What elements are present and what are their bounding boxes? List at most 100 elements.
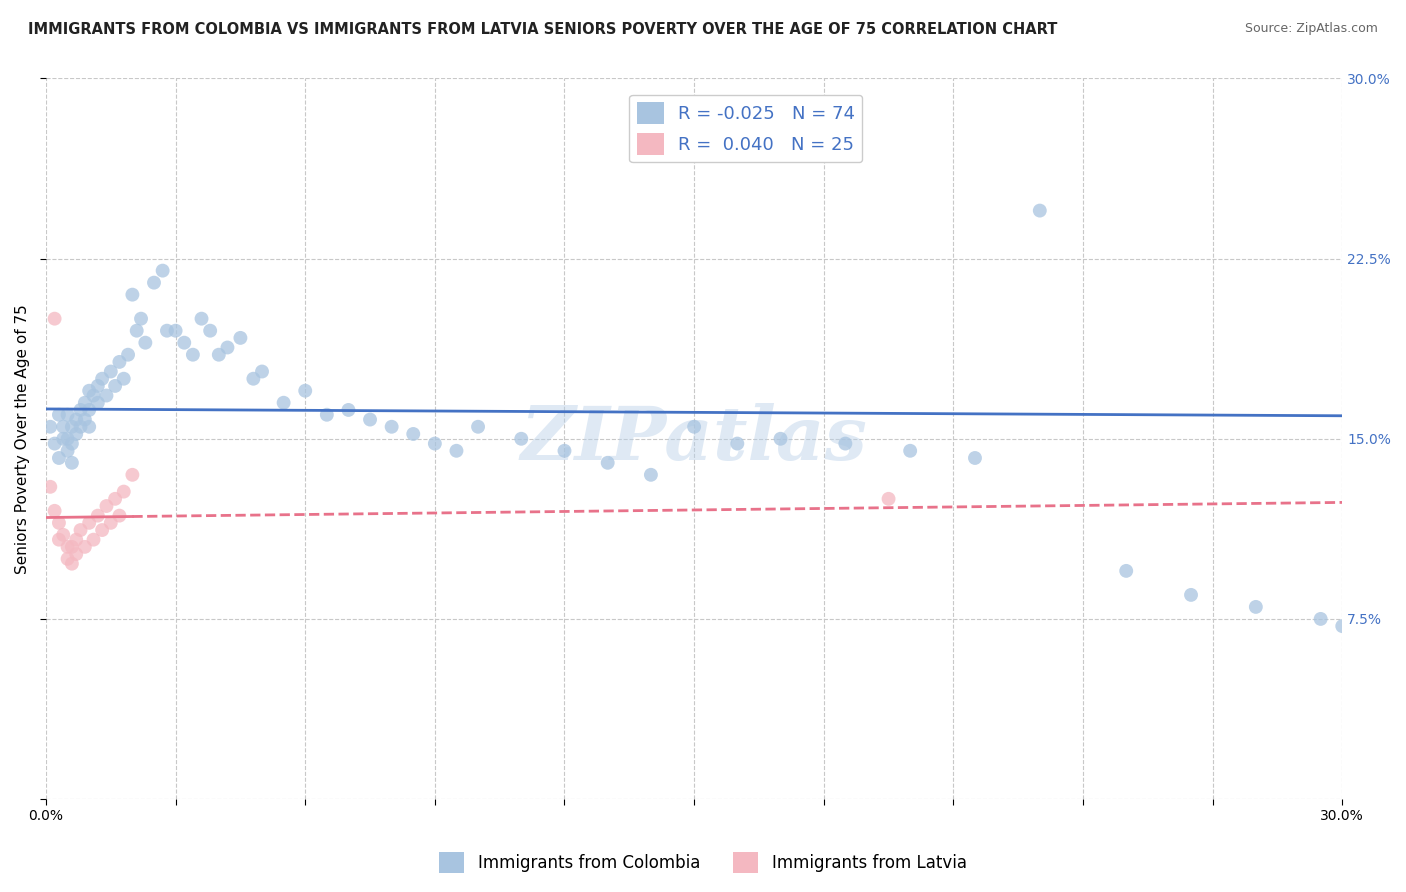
Point bbox=[48, 516, 70, 530]
Point bbox=[39, 480, 62, 494]
Point bbox=[96, 499, 118, 513]
Point bbox=[1244, 599, 1267, 614]
Point bbox=[65, 533, 87, 547]
Point bbox=[152, 263, 174, 277]
Point bbox=[83, 388, 105, 402]
Legend: Immigrants from Colombia, Immigrants from Latvia: Immigrants from Colombia, Immigrants fro… bbox=[433, 846, 973, 880]
Point bbox=[77, 516, 100, 530]
Point bbox=[143, 276, 166, 290]
Point bbox=[65, 412, 87, 426]
Point bbox=[112, 372, 135, 386]
Point bbox=[1115, 564, 1137, 578]
Point bbox=[77, 419, 100, 434]
Point bbox=[56, 432, 79, 446]
Point bbox=[446, 443, 468, 458]
Point bbox=[156, 324, 179, 338]
Point bbox=[104, 379, 127, 393]
Point bbox=[683, 419, 706, 434]
Point bbox=[121, 287, 143, 301]
Point bbox=[73, 412, 96, 426]
Text: IMMIGRANTS FROM COLOMBIA VS IMMIGRANTS FROM LATVIA SENIORS POVERTY OVER THE AGE : IMMIGRANTS FROM COLOMBIA VS IMMIGRANTS F… bbox=[28, 22, 1057, 37]
Point bbox=[48, 533, 70, 547]
Point bbox=[77, 384, 100, 398]
Point bbox=[100, 364, 122, 378]
Point bbox=[69, 403, 91, 417]
Point bbox=[273, 396, 295, 410]
Point bbox=[60, 419, 83, 434]
Point bbox=[60, 436, 83, 450]
Point bbox=[165, 324, 187, 338]
Point bbox=[217, 341, 239, 355]
Text: Source: ZipAtlas.com: Source: ZipAtlas.com bbox=[1244, 22, 1378, 36]
Point bbox=[73, 540, 96, 554]
Point bbox=[596, 456, 619, 470]
Point bbox=[65, 427, 87, 442]
Point bbox=[87, 379, 110, 393]
Text: ZIPatlas: ZIPatlas bbox=[520, 402, 868, 475]
Point bbox=[250, 364, 273, 378]
Point bbox=[834, 436, 856, 450]
Point bbox=[381, 419, 404, 434]
Point bbox=[1180, 588, 1202, 602]
Point bbox=[91, 523, 114, 537]
Point bbox=[56, 540, 79, 554]
Legend: R = -0.025   N = 74, R =  0.040   N = 25: R = -0.025 N = 74, R = 0.040 N = 25 bbox=[630, 95, 862, 162]
Point bbox=[87, 508, 110, 523]
Point bbox=[423, 436, 446, 450]
Point bbox=[60, 456, 83, 470]
Point bbox=[402, 427, 425, 442]
Point bbox=[125, 324, 148, 338]
Point bbox=[1331, 619, 1354, 633]
Point bbox=[198, 324, 221, 338]
Point bbox=[56, 552, 79, 566]
Point bbox=[121, 467, 143, 482]
Point bbox=[56, 443, 79, 458]
Point bbox=[104, 491, 127, 506]
Point bbox=[208, 348, 231, 362]
Point bbox=[190, 311, 212, 326]
Point bbox=[65, 547, 87, 561]
Point bbox=[877, 491, 900, 506]
Point bbox=[83, 533, 105, 547]
Point bbox=[60, 557, 83, 571]
Point bbox=[77, 403, 100, 417]
Point bbox=[52, 419, 75, 434]
Point bbox=[294, 384, 316, 398]
Point bbox=[337, 403, 360, 417]
Point bbox=[96, 388, 118, 402]
Point bbox=[52, 528, 75, 542]
Point bbox=[359, 412, 381, 426]
Point bbox=[52, 432, 75, 446]
Point bbox=[181, 348, 204, 362]
Point bbox=[48, 450, 70, 465]
Point bbox=[108, 508, 131, 523]
Point bbox=[39, 419, 62, 434]
Y-axis label: Seniors Poverty Over the Age of 75: Seniors Poverty Over the Age of 75 bbox=[15, 304, 30, 574]
Point bbox=[87, 396, 110, 410]
Point bbox=[108, 355, 131, 369]
Point bbox=[173, 335, 195, 350]
Point bbox=[91, 372, 114, 386]
Point bbox=[44, 311, 66, 326]
Point bbox=[315, 408, 337, 422]
Point bbox=[100, 516, 122, 530]
Point bbox=[112, 484, 135, 499]
Point bbox=[44, 436, 66, 450]
Point bbox=[963, 450, 986, 465]
Point bbox=[769, 432, 792, 446]
Point bbox=[60, 540, 83, 554]
Point bbox=[56, 408, 79, 422]
Point bbox=[898, 443, 921, 458]
Point bbox=[117, 348, 139, 362]
Point bbox=[1309, 612, 1331, 626]
Point bbox=[640, 467, 662, 482]
Point bbox=[553, 443, 575, 458]
Point bbox=[73, 396, 96, 410]
Point bbox=[467, 419, 489, 434]
Point bbox=[69, 419, 91, 434]
Point bbox=[48, 408, 70, 422]
Point bbox=[242, 372, 264, 386]
Point bbox=[229, 331, 252, 345]
Point bbox=[44, 504, 66, 518]
Point bbox=[510, 432, 533, 446]
